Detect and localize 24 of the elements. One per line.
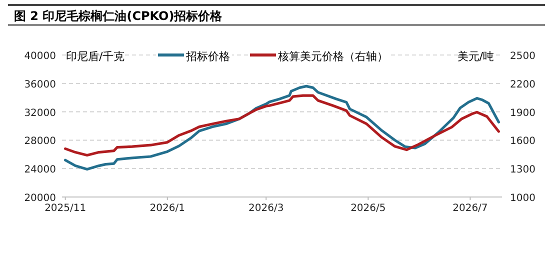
legend-label: 核算美元价格（右轴） bbox=[277, 50, 388, 63]
y2-axis-title: 美元/吨 bbox=[457, 50, 494, 63]
y2-tick-label: 2200 bbox=[510, 79, 536, 90]
x-tick-label: 2026/3 bbox=[248, 203, 284, 214]
y-tick-label: 32000 bbox=[24, 108, 56, 119]
y-tick-label: 28000 bbox=[24, 136, 56, 148]
y2-tick-label: 1900 bbox=[510, 108, 536, 119]
y-tick-label: 20000 bbox=[24, 193, 56, 204]
x-tick-label: 2025/11 bbox=[44, 203, 86, 214]
y2-tick-label: 1300 bbox=[510, 164, 536, 176]
y-tick-label: 40000 bbox=[24, 51, 56, 62]
y2-tick-label: 1600 bbox=[510, 136, 536, 148]
line-series bbox=[64, 84, 500, 171]
line-series bbox=[64, 94, 500, 156]
y-tick-label: 36000 bbox=[24, 79, 56, 90]
y2-tick-label: 1000 bbox=[510, 193, 536, 204]
x-tick-label: 2026/1 bbox=[150, 203, 185, 214]
y2-tick-label: 2500 bbox=[510, 51, 536, 62]
x-tick-label: 2026/7 bbox=[452, 203, 488, 214]
legend-label: 招标价格 bbox=[185, 50, 230, 63]
chart-title: 图 2 印尼毛棕榈仁油(CPKO)招标价格 bbox=[14, 9, 224, 23]
x-tick-label: 2026/5 bbox=[350, 203, 386, 214]
y-axis-title: 印尼盾/千克 bbox=[66, 50, 125, 63]
y-tick-label: 24000 bbox=[24, 164, 56, 176]
